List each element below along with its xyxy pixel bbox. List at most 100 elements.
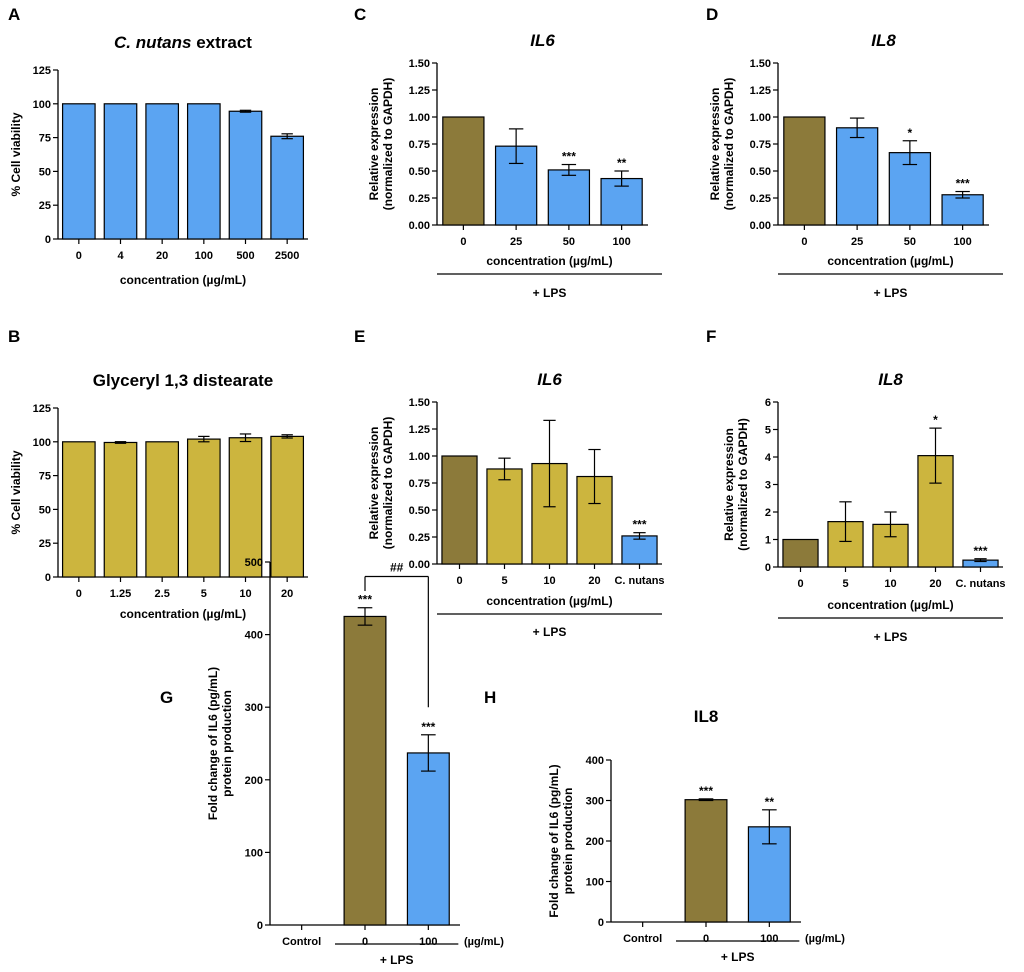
- y-tick-label: 200: [586, 836, 604, 848]
- x-tick-label: 100: [195, 250, 213, 262]
- x-tick-label: 10: [239, 588, 251, 600]
- y-axis-label: (normalized to GAPDH): [381, 417, 395, 550]
- y-tick-label: 0.25: [409, 532, 430, 544]
- x-tick-label: 2.5: [155, 588, 170, 600]
- y-tick-label: 0.50: [409, 166, 430, 178]
- y-tick-label: 3: [765, 480, 771, 492]
- x-axis-label: concentration (µg/mL): [827, 598, 953, 612]
- y-tick-label: 100: [245, 847, 263, 859]
- y-axis-label: Relative expression: [722, 428, 736, 541]
- x-axis-label: concentration (µg/mL): [486, 254, 612, 268]
- panel-letter-b: B: [8, 327, 20, 346]
- y-tick-label: 0.25: [409, 193, 430, 205]
- chart-title: IL8: [878, 370, 903, 389]
- panel-letter-e: E: [354, 327, 365, 346]
- y-axis-label: % Cell viability: [9, 450, 23, 534]
- y-tick-label: 1: [765, 535, 771, 547]
- y-tick-label: 100: [33, 99, 51, 111]
- significance-label: ***: [421, 720, 435, 734]
- bar: [621, 535, 658, 565]
- bar: [103, 441, 138, 578]
- unit-label: (µg/mL): [464, 936, 504, 948]
- y-tick-label: 0: [45, 234, 51, 246]
- x-tick-label: Control: [623, 933, 662, 945]
- x-tick-label: 1.25: [110, 588, 131, 600]
- x-tick-label: 25: [851, 236, 863, 248]
- significance-label: ***: [562, 150, 576, 164]
- bar: [486, 468, 523, 565]
- chart-title: IL6: [530, 31, 555, 50]
- y-tick-label: 0: [257, 920, 263, 932]
- x-tick-label: 50: [563, 236, 575, 248]
- x-tick-label: 0: [703, 933, 709, 945]
- group-label: + LPS: [380, 953, 414, 967]
- x-tick-label: 100: [953, 236, 971, 248]
- y-tick-label: 25: [39, 200, 51, 212]
- panel-h: H IL8 0 100 200 300 400 Fold change of IL6 (pg/…: [484, 688, 845, 964]
- y-tick-label: 1.25: [409, 424, 430, 436]
- bar: [228, 110, 263, 240]
- panel-c: C IL6 0.00 0.25 0.50 0.75 1.00 1.25 1.50 Relative…: [354, 5, 662, 300]
- y-axis-label: Relative expression: [708, 88, 722, 201]
- y-tick-label: 0.75: [409, 139, 430, 151]
- bar: [684, 799, 728, 923]
- x-tick-label: 5: [501, 575, 507, 587]
- x-tick-label: 10: [543, 575, 555, 587]
- group-label: + LPS: [533, 625, 567, 639]
- y-tick-label: 1.00: [409, 451, 430, 463]
- y-tick-label: 300: [586, 796, 604, 808]
- x-tick-label: C. nutans: [955, 578, 1005, 590]
- x-tick-label: 50: [904, 236, 916, 248]
- bar: [270, 135, 305, 240]
- chart-title: Glyceryl 1,3 distearate: [93, 371, 274, 390]
- y-axis-label: protein production: [220, 690, 234, 797]
- chart-title: IL8: [694, 707, 719, 726]
- x-axis-label: concentration (µg/mL): [120, 273, 246, 287]
- y-tick-label: 0.00: [750, 220, 771, 232]
- group-label: + LPS: [533, 286, 567, 300]
- y-tick-label: 0: [598, 917, 604, 929]
- y-tick-label: 1.00: [750, 112, 771, 124]
- x-tick-label: 0: [456, 575, 462, 587]
- bar: [145, 441, 180, 578]
- y-tick-label: 500: [245, 557, 263, 569]
- panel-e: E IL6 0.00 0.25 0.50 0.75 1.00 1.25 1.50 Relative…: [354, 327, 665, 639]
- bar: [835, 127, 879, 226]
- y-tick-label: 75: [39, 471, 51, 483]
- bracket-label: ##: [390, 561, 404, 575]
- bar: [343, 615, 387, 926]
- bar: [783, 116, 826, 226]
- x-tick-label: 100: [612, 236, 630, 248]
- y-axis-label: protein production: [561, 788, 575, 895]
- bar: [941, 194, 984, 226]
- y-tick-label: 4: [765, 452, 772, 464]
- y-axis-label: % Cell viability: [9, 112, 23, 196]
- y-tick-label: 1.50: [750, 58, 771, 70]
- x-tick-label: 4: [117, 250, 124, 262]
- bar: [61, 441, 96, 578]
- y-tick-label: 0: [765, 562, 771, 574]
- y-axis-label: Relative expression: [367, 427, 381, 540]
- y-tick-label: 0.50: [750, 166, 771, 178]
- y-tick-label: 0.00: [409, 220, 430, 232]
- bar: [782, 538, 819, 568]
- significance-label: *: [933, 413, 938, 427]
- y-tick-label: 0.00: [409, 559, 430, 571]
- title-rest: extract: [191, 33, 252, 52]
- y-axis-label: (normalized to GAPDH): [722, 78, 736, 211]
- significance-label: *: [908, 126, 913, 140]
- significance-label: ***: [632, 518, 646, 532]
- y-tick-label: 2: [765, 507, 771, 519]
- x-tick-label: 0: [797, 578, 803, 590]
- bar: [61, 103, 96, 240]
- x-tick-label: 20: [156, 250, 168, 262]
- y-tick-label: 25: [39, 538, 51, 550]
- y-axis-label: (normalized to GAPDH): [736, 418, 750, 551]
- y-tick-label: 1.50: [409, 397, 430, 409]
- bar: [186, 103, 221, 240]
- bar: [145, 103, 180, 240]
- x-tick-label: 10: [884, 578, 896, 590]
- bar: [228, 437, 263, 578]
- chart-title: C. nutans extract: [114, 33, 252, 52]
